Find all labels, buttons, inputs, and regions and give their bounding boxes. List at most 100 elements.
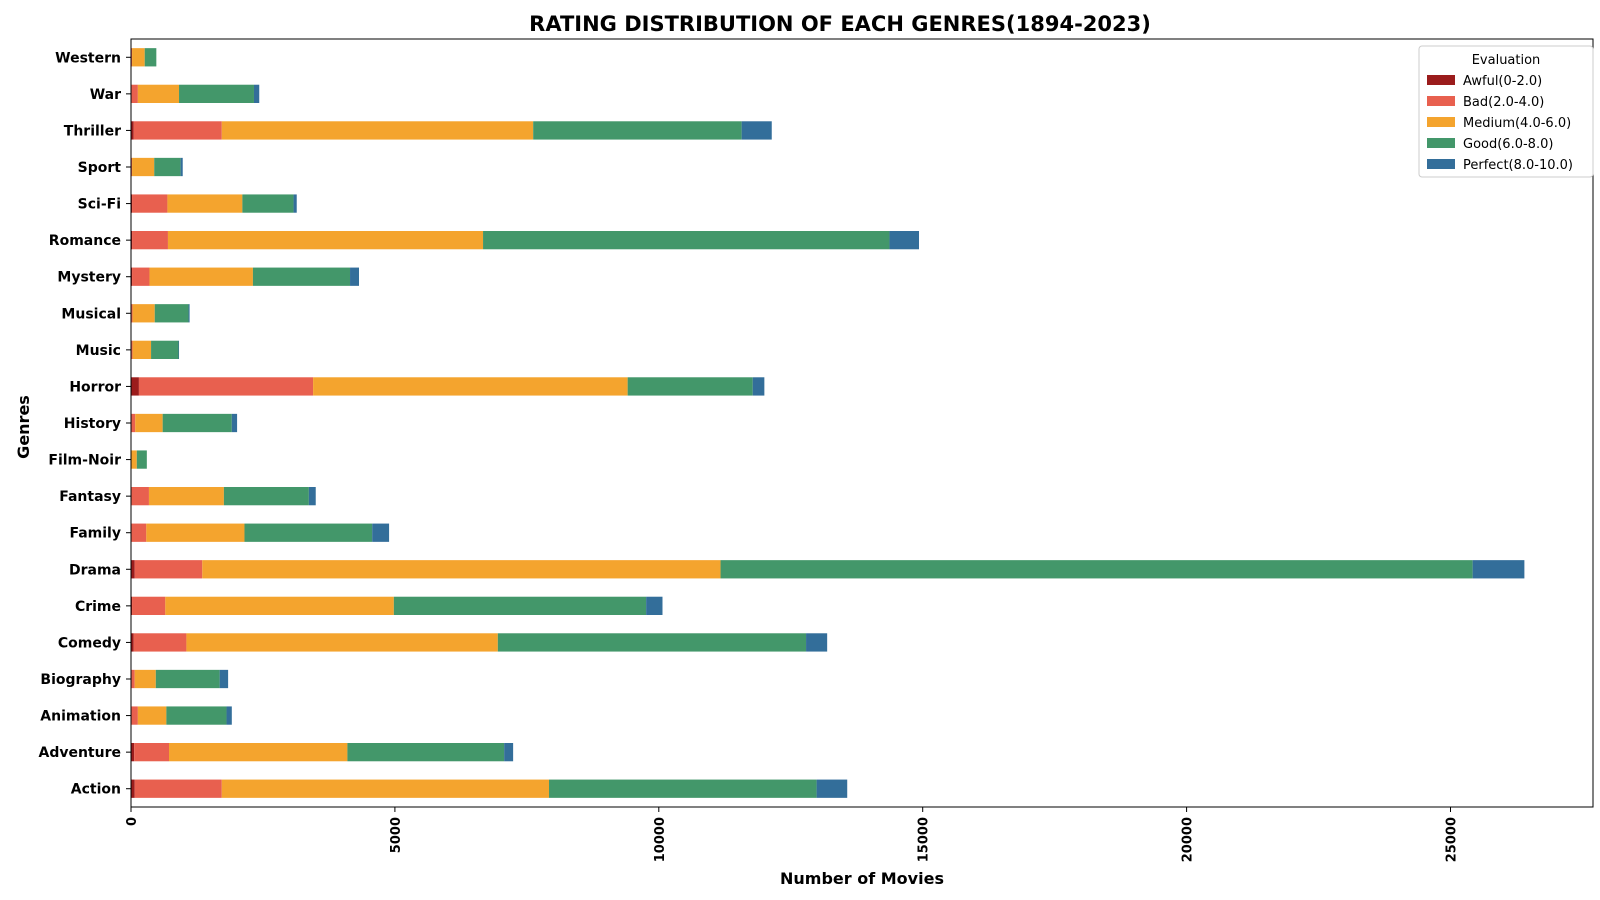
bar-western-2 [132, 48, 145, 67]
y-tick-label: Film-Noir [48, 453, 121, 469]
y-tick-label: Sci-Fi [78, 197, 121, 213]
bar-war-2 [137, 84, 180, 103]
y-tick-label: Mystery [57, 270, 121, 286]
bar-family-1 [131, 523, 147, 542]
x-axis-ticks: 0 5000 10000 15000 20000 25000 [125, 807, 1459, 862]
bar-music-3 [151, 340, 179, 359]
bar-biography-2 [134, 669, 156, 689]
bar-war-3 [179, 84, 254, 103]
y-tick-label: Action [71, 782, 121, 798]
bar-horror-2 [313, 377, 628, 396]
y-tick-label: Horror [69, 379, 121, 395]
y-tick-label: War [90, 87, 121, 103]
bar-thriller-0 [131, 121, 134, 140]
bar-family-3 [244, 523, 373, 542]
bar-fantasy-3 [223, 487, 309, 506]
bar-fantasy-4 [308, 487, 316, 506]
bar-horror-1 [138, 377, 314, 396]
x-tick-label: 15000 [917, 817, 932, 862]
bar-film-noir-3 [136, 450, 147, 469]
bar-musical-2 [132, 304, 155, 323]
bar-sport-1 [131, 157, 133, 177]
x-tick-label: 20000 [1181, 817, 1196, 862]
bar-horror-4 [752, 377, 765, 396]
bar-thriller-4 [741, 121, 772, 140]
bar-sport-2 [132, 157, 155, 177]
bar-biography-1 [131, 669, 135, 689]
bar-comedy-4 [806, 633, 828, 652]
bar-family-4 [372, 523, 390, 542]
bar-animation-3 [166, 706, 227, 725]
legend-frame [1418, 45, 1594, 178]
bar-comedy-2 [186, 633, 498, 652]
bar-fantasy-1 [131, 487, 149, 506]
bar-drama-1 [134, 560, 203, 579]
bar-animation-2 [137, 706, 167, 725]
bar-drama-2 [202, 560, 721, 579]
bar-musical-4 [188, 304, 190, 323]
bar-thriller-3 [533, 121, 742, 140]
bar-mystery-0 [131, 267, 133, 286]
bar-biography-4 [219, 669, 229, 689]
legend-label: Bad(2.0-4.0) [1463, 95, 1544, 110]
bar-romance-3 [483, 231, 890, 250]
x-tick-label: 0 [125, 817, 140, 826]
legend-items: Awful(0-2.0) Bad(2.0-4.0) Medium(4.0-6.0) G… [1427, 74, 1573, 173]
y-tick-label: Thriller [64, 123, 121, 139]
y-tick-label: Crime [75, 599, 121, 615]
x-axis-label: Number of Movies [780, 869, 944, 888]
bar-crime-0 [131, 596, 133, 615]
bar-adventure-0 [131, 743, 135, 762]
legend-swatch [1427, 138, 1455, 148]
bar-drama-4 [1472, 560, 1525, 579]
y-axis-ticks: Action Adventure Animation Biography Comedy C… [38, 50, 131, 798]
bar-adventure-2 [169, 743, 348, 762]
bar-romance-0 [131, 231, 133, 250]
x-tick-label: 5000 [389, 817, 404, 853]
y-tick-label: Sport [78, 160, 122, 176]
y-tick-label: Animation [40, 709, 121, 725]
legend: Evaluation Awful(0-2.0) Bad(2.0-4.0) Mediu… [1418, 45, 1594, 178]
bar-mystery-3 [252, 267, 351, 286]
bar-film-noir-2 [131, 450, 137, 469]
bar-mystery-1 [132, 267, 150, 286]
bar-war-1 [131, 84, 138, 103]
bar-music-4 [178, 340, 180, 359]
plot-frame [130, 38, 1594, 808]
bar-romance-4 [889, 231, 920, 250]
chart-title: RATING DISTRIBUTION OF EACH GENRES(1894-… [529, 12, 1151, 36]
y-tick-label: Biography [40, 672, 121, 688]
bar-action-4 [816, 779, 848, 798]
legend-label: Awful(0-2.0) [1463, 74, 1542, 89]
legend-swatch [1427, 75, 1455, 85]
bar-crime-3 [393, 596, 647, 615]
bar-history-4 [231, 413, 238, 433]
bar-thriller-2 [221, 121, 534, 140]
bar-sport-3 [154, 157, 181, 177]
x-tick-label: 25000 [1444, 817, 1459, 862]
bar-family-2 [146, 523, 245, 542]
bar-music-1 [131, 340, 133, 359]
bar-drama-0 [131, 560, 135, 579]
bar-sci-fi-0 [131, 194, 133, 213]
y-tick-label: Comedy [58, 635, 121, 651]
bar-comedy-3 [497, 633, 807, 652]
bar-drama-3 [720, 560, 1473, 579]
bar-adventure-3 [347, 743, 505, 762]
legend-label: Perfect(8.0-10.0) [1463, 158, 1573, 173]
bar-musical-3 [154, 304, 189, 323]
bar-war-4 [253, 84, 260, 103]
x-tick-label: 10000 [653, 817, 668, 862]
legend-swatch [1427, 159, 1455, 169]
y-tick-label: History [64, 416, 121, 432]
y-tick-label: Western [55, 50, 121, 66]
bar-crime-1 [132, 596, 166, 615]
y-tick-label: Fantasy [59, 489, 121, 505]
bar-crime-4 [646, 596, 663, 615]
bar-sci-fi-4 [293, 194, 297, 213]
bar-western-3 [144, 48, 157, 67]
y-tick-label: Drama [69, 562, 121, 578]
y-tick-label: Family [69, 526, 121, 542]
bar-mystery-4 [350, 267, 360, 286]
